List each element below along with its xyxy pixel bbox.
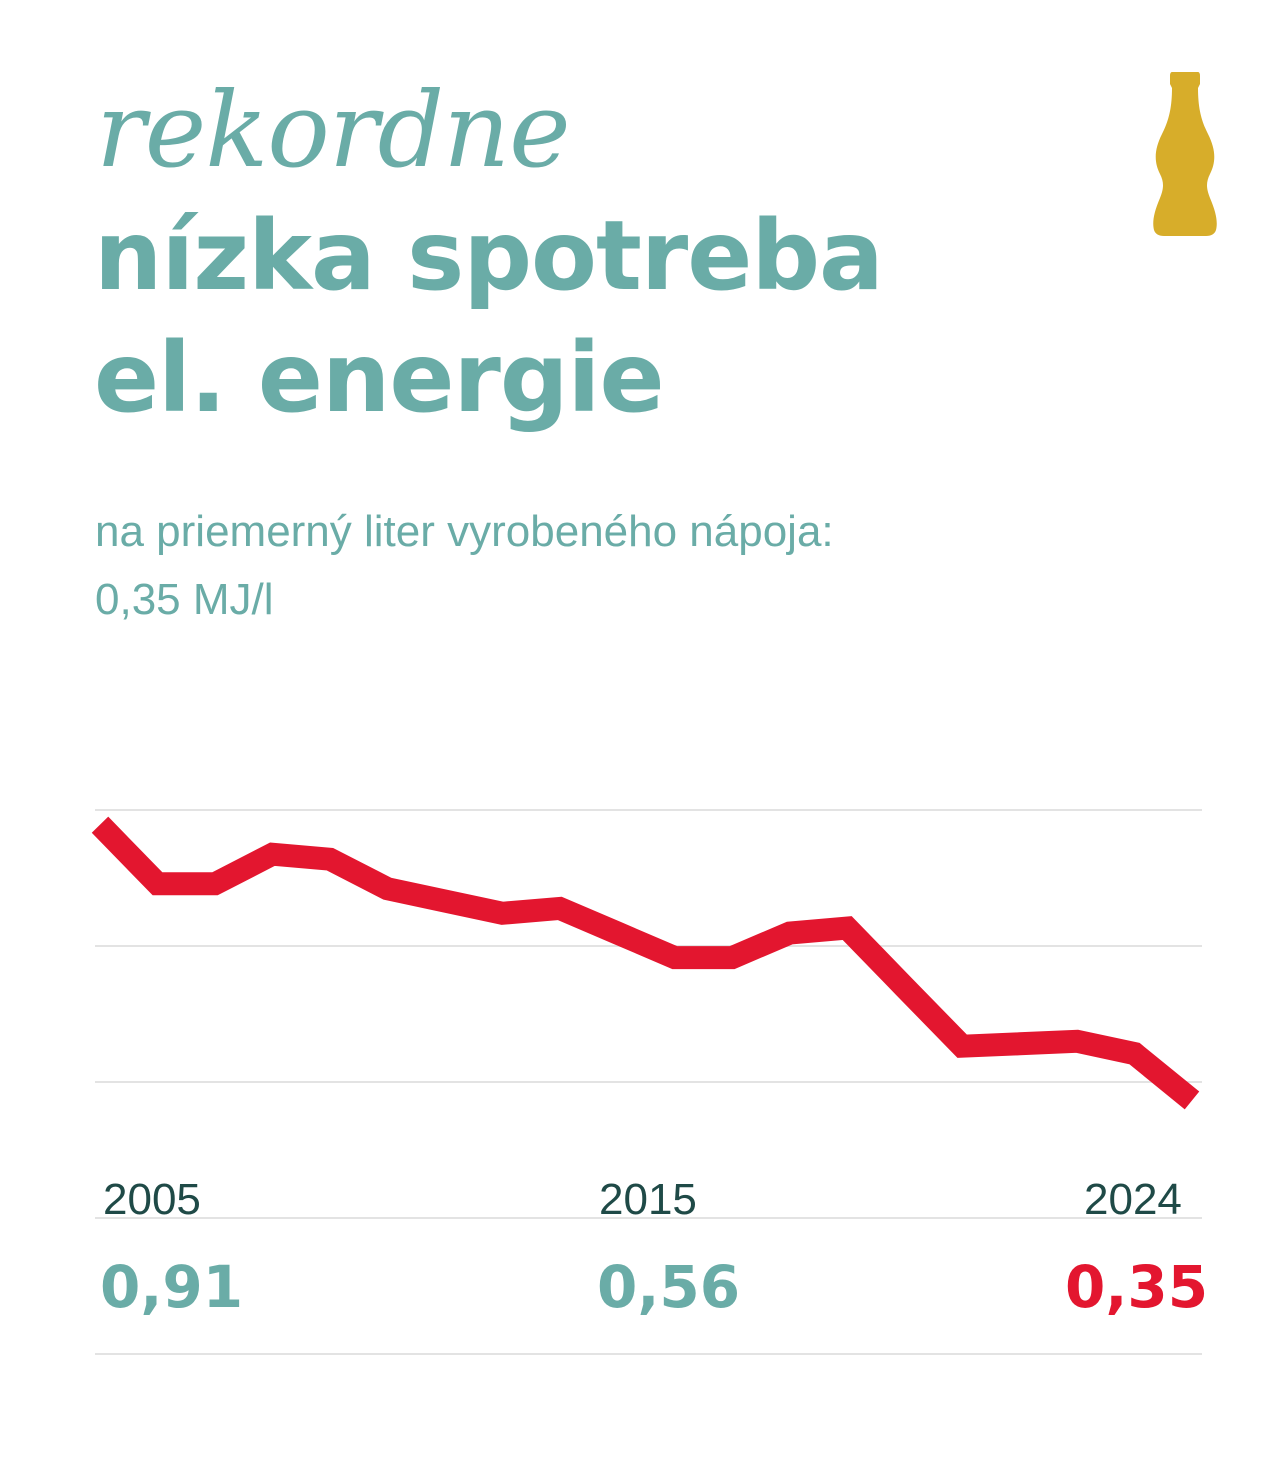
data-point xyxy=(214,883,216,885)
subtitle-line-2: 0,35 MJ/l xyxy=(95,575,274,624)
data-point xyxy=(846,927,848,929)
title-line-2: el. energie xyxy=(94,322,665,434)
data-point xyxy=(904,986,906,988)
value-label-end: 0,35 xyxy=(1065,1253,1209,1321)
value-label-middle: 0,56 xyxy=(597,1253,741,1321)
data-point xyxy=(386,888,388,890)
data-point xyxy=(444,900,446,902)
subtitle-line-1: na priemerný liter vyrobeného nápoja: xyxy=(95,507,834,556)
data-point xyxy=(1191,1099,1193,1101)
title-italic: rekordne xyxy=(96,69,571,191)
data-point xyxy=(329,858,331,860)
year-label-end: 2024 xyxy=(1084,1175,1182,1224)
data-point xyxy=(961,1045,963,1047)
title-line-1: nízka spotreba xyxy=(94,200,884,312)
year-label-middle: 2015 xyxy=(599,1175,697,1224)
data-point xyxy=(271,853,273,855)
data-point xyxy=(1019,1043,1021,1045)
data-point xyxy=(731,957,733,959)
data-point xyxy=(674,957,676,959)
series-line xyxy=(91,816,1200,1110)
data-point xyxy=(99,824,101,826)
value-label-start: 0,91 xyxy=(100,1253,244,1321)
data-point xyxy=(501,912,503,914)
bottle-shape xyxy=(1153,72,1217,236)
data-point xyxy=(1076,1040,1078,1042)
data-point xyxy=(1134,1053,1136,1055)
data-point xyxy=(616,932,618,934)
data-point xyxy=(559,907,561,909)
year-label-start: 2005 xyxy=(103,1175,201,1224)
data-point xyxy=(789,932,791,934)
bottle-icon xyxy=(1153,72,1217,236)
data-point xyxy=(157,883,159,885)
